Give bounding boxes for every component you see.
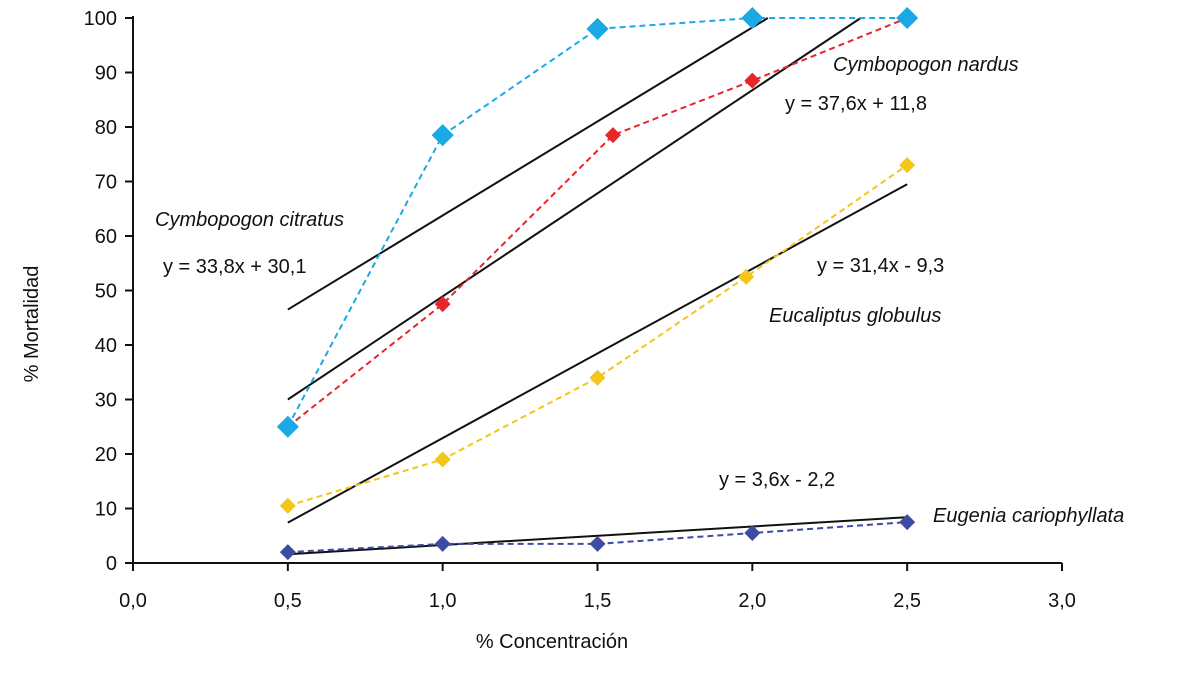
- data-point-2: [899, 157, 916, 174]
- y-tick-label: 40: [95, 335, 117, 357]
- y-tick-label: 20: [95, 444, 117, 466]
- x-tick-label: 1,0: [429, 590, 457, 612]
- data-point-3: [899, 514, 916, 531]
- data-point-1: [434, 296, 451, 313]
- data-point-0: [431, 124, 454, 147]
- y-axis-title: % Mortalidad: [21, 266, 43, 383]
- y-tick-label: 10: [95, 499, 117, 521]
- data-point-0: [276, 415, 299, 438]
- x-tick-label: 0,0: [119, 590, 147, 612]
- y-tick-label: 70: [95, 172, 117, 194]
- trendline-1: [287, 17, 862, 401]
- data-point-1: [604, 127, 621, 144]
- data-point-3: [589, 535, 606, 552]
- ticks: 0,0 0,5 1,0 1,5 2,0 2,5 3,0 0 10 20 30 40 50 60 70 80 90…: [84, 8, 1076, 612]
- data-point-2: [589, 369, 606, 386]
- data-point-2: [434, 451, 451, 468]
- data-point-3: [744, 525, 761, 542]
- data-point-1: [744, 72, 761, 89]
- y-tick-label: 0: [106, 553, 117, 575]
- series-label-cariophyllata: Eugenia cariophyllata: [933, 505, 1124, 527]
- y-tick-label: 80: [95, 117, 117, 139]
- series-label-globulus: Eucaliptus globulus: [769, 305, 941, 327]
- data-point-0: [586, 17, 609, 40]
- trend-label-cariophyllata: y = 3,6x - 2,2: [719, 469, 835, 491]
- y-tick-label: 100: [84, 8, 117, 30]
- data-point-2: [738, 268, 755, 285]
- data-point-0: [741, 6, 764, 30]
- series-label-citratus: Cymbopogon citratus: [155, 209, 344, 231]
- data-point-2: [279, 497, 296, 514]
- trendline-2: [287, 183, 908, 524]
- x-axis-title: % Concentración: [476, 631, 628, 653]
- x-tick-label: 3,0: [1048, 590, 1076, 612]
- x-tick-label: 0,5: [274, 590, 302, 612]
- markers: [276, 6, 919, 561]
- data-point-3: [279, 544, 296, 561]
- series-line-3: [287, 521, 908, 554]
- data-point-0: [896, 6, 919, 30]
- series-lines: [286, 17, 908, 554]
- trend-label-globulus: y = 31,4x - 9,3: [817, 255, 944, 277]
- y-tick-label: 30: [95, 390, 117, 412]
- x-tick-label: 2,0: [738, 590, 766, 612]
- x-tick-label: 1,5: [584, 590, 612, 612]
- data-point-3: [434, 535, 451, 552]
- trend-label-citratus: y = 33,8x + 30,1: [163, 256, 306, 278]
- series-line-1: [287, 17, 908, 428]
- x-tick-label: 2,5: [893, 590, 921, 612]
- trendlines: [287, 17, 908, 556]
- trend-label-nardus: y = 37,6x + 11,8: [785, 93, 927, 115]
- series-line-2: [287, 164, 908, 507]
- y-tick-label: 60: [95, 226, 117, 248]
- series-line-0: [286, 17, 908, 428]
- trendline-3: [287, 516, 908, 556]
- trendline-0: [287, 17, 769, 311]
- y-tick-label: 90: [95, 63, 117, 85]
- series-label-nardus: Cymbopogon nardus: [833, 54, 1019, 76]
- y-tick-label: 50: [95, 281, 117, 303]
